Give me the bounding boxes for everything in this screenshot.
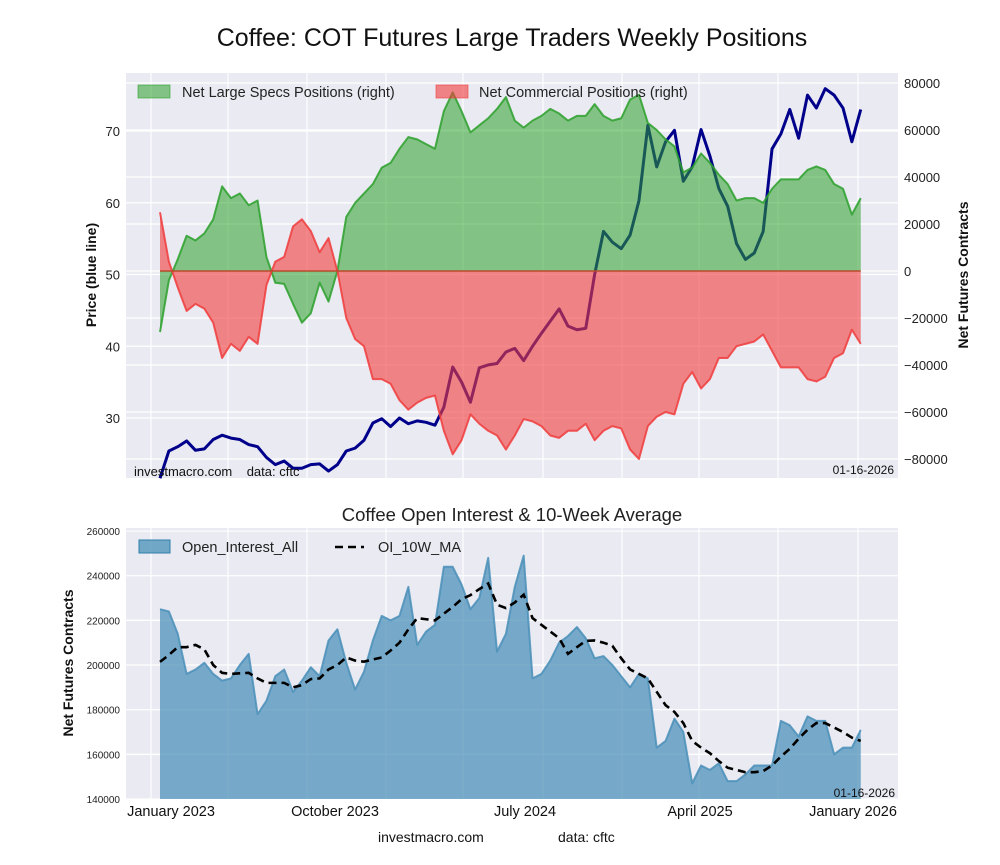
x-tick-label: April 2025	[667, 804, 732, 820]
positions-marks	[158, 87, 863, 479]
open-interest-chart: Coffee Open Interest & 10-Week Average 2…	[60, 504, 898, 820]
figure-title: Coffee: COT Futures Large Traders Weekly…	[217, 24, 808, 52]
open-interest-marks	[159, 554, 862, 799]
open-interest-legend: Open_Interest_All OI_10W_MA	[138, 539, 461, 556]
net-large-specs-line	[159, 91, 862, 333]
positions-watermark: investmacro.com data: cftc	[134, 464, 300, 479]
legend-label-commercials: Net Commercial Positions (right)	[479, 85, 688, 101]
price-tick-label: 60	[106, 196, 120, 211]
positions-legend: Net Large Specs Positions (right) Net Co…	[137, 84, 688, 101]
net-large-specs-area	[160, 92, 861, 333]
open-interest-axis-label: Net Futures Contracts	[60, 589, 76, 736]
contracts-tick-label: −40000	[904, 358, 948, 373]
x-axis-ticks: January 2023 October 2023 July 2024 April 2…	[127, 804, 897, 820]
open-interest-y-ticks: 260000 240000 220000 200000 180000 160000 1400…	[87, 527, 121, 806]
x-tick-label: July 2024	[494, 804, 556, 820]
price-tick-label: 50	[106, 268, 120, 283]
price-axis-ticks: 30 40 50 60 70	[106, 124, 120, 426]
oi-tick-label: 220000	[87, 616, 121, 627]
legend-label-ma: OI_10W_MA	[378, 540, 461, 556]
legend-swatch-specs	[137, 84, 171, 99]
open-interest-title: Coffee Open Interest & 10-Week Average	[342, 504, 682, 525]
oi-tick-label: 200000	[87, 661, 121, 672]
price-axis-label: Price (blue line)	[83, 223, 99, 327]
contracts-tick-label: −20000	[904, 311, 948, 326]
positions-date-stamp: 01-16-2026	[833, 463, 895, 477]
x-tick-label: January 2023	[127, 804, 215, 820]
price-tick-label: 70	[106, 124, 120, 139]
x-tick-label: October 2023	[291, 804, 379, 820]
oi-tick-label: 160000	[87, 750, 121, 761]
x-tick-label: January 2026	[809, 804, 897, 820]
contracts-tick-label: −60000	[904, 405, 948, 420]
legend-swatch-open-interest	[138, 539, 171, 554]
oi-tick-label: 180000	[87, 706, 121, 717]
contracts-axis-label: Net Futures Contracts	[955, 201, 971, 348]
legend-swatch-commercials	[435, 84, 469, 99]
open-interest-line	[159, 554, 862, 785]
footer-site: investmacro.com	[378, 829, 484, 845]
price-tick-label: 30	[106, 411, 120, 426]
positions-chart: 30 40 50 60 70 80000 60000 40000 20000 0 −20000 −4…	[83, 73, 971, 479]
contracts-tick-label: 20000	[904, 217, 940, 232]
contracts-tick-label: 60000	[904, 123, 940, 138]
contracts-tick-label: 40000	[904, 170, 940, 185]
oi-10w-ma-line	[159, 581, 862, 774]
net-commercials-line	[159, 212, 862, 460]
oi-tick-label: 240000	[87, 572, 121, 583]
legend-label-open-interest: Open_Interest_All	[182, 540, 298, 556]
net-commercials-area	[160, 212, 861, 459]
price-tick-label: 40	[106, 339, 120, 354]
footer-source: data: cftc	[558, 829, 615, 845]
open-interest-area	[160, 555, 861, 799]
oi-tick-label: 140000	[87, 795, 121, 806]
contracts-tick-label: −80000	[904, 452, 948, 467]
open-interest-date-stamp: 01-16-2026	[834, 786, 896, 800]
legend-label-specs: Net Large Specs Positions (right)	[182, 85, 395, 101]
contracts-axis-ticks: 80000 60000 40000 20000 0 −20000 −40000 −60000 −…	[904, 76, 948, 467]
oi-tick-label: 260000	[87, 527, 121, 538]
contracts-tick-label: 80000	[904, 76, 940, 91]
contracts-tick-label: 0	[904, 264, 911, 279]
